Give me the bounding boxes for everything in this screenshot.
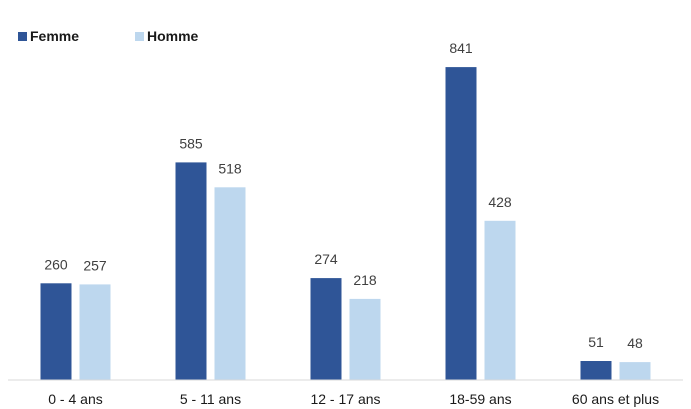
value-label-femme-0: 260 bbox=[44, 256, 68, 272]
category-labels-group: 0 - 4 ans 5 - 11 ans 12 - 17 ans 18-59 ans 6… bbox=[48, 391, 659, 407]
value-label-homme-4: 48 bbox=[627, 335, 643, 351]
legend-swatch-femme bbox=[18, 32, 27, 41]
bar-femme-4 bbox=[580, 361, 612, 380]
bar-homme-0 bbox=[79, 284, 111, 380]
legend-label-homme: Homme bbox=[147, 28, 199, 44]
category-label-1: 5 - 11 ans bbox=[180, 391, 241, 407]
value-label-femme-2: 274 bbox=[314, 251, 338, 267]
value-label-homme-1: 518 bbox=[218, 160, 242, 176]
bar-homme-3 bbox=[484, 220, 516, 380]
bars-group bbox=[40, 67, 651, 380]
category-label-0: 0 - 4 ans bbox=[48, 391, 102, 407]
category-label-2: 12 - 17 ans bbox=[310, 391, 380, 407]
value-label-homme-3: 428 bbox=[488, 194, 512, 210]
value-labels-group: 260 257 585 518 274 218 841 428 51 48 bbox=[44, 40, 643, 351]
bar-homme-1 bbox=[214, 187, 246, 380]
bar-homme-2 bbox=[349, 298, 381, 380]
category-label-3: 18-59 ans bbox=[449, 391, 511, 407]
value-label-femme-3: 841 bbox=[449, 40, 473, 56]
bar-femme-1 bbox=[175, 162, 207, 380]
value-label-femme-4: 51 bbox=[588, 334, 604, 350]
value-label-femme-1: 585 bbox=[179, 135, 203, 151]
legend-swatch-homme bbox=[135, 32, 144, 41]
bar-femme-3 bbox=[445, 67, 477, 380]
bar-femme-0 bbox=[40, 283, 72, 380]
category-label-4: 60 ans et plus bbox=[572, 391, 659, 407]
value-label-homme-2: 218 bbox=[353, 272, 377, 288]
bar-homme-4 bbox=[619, 362, 651, 380]
legend: Femme Homme bbox=[18, 28, 199, 44]
value-label-homme-0: 257 bbox=[83, 257, 107, 273]
legend-label-femme: Femme bbox=[30, 28, 79, 44]
bar-femme-2 bbox=[310, 278, 342, 380]
